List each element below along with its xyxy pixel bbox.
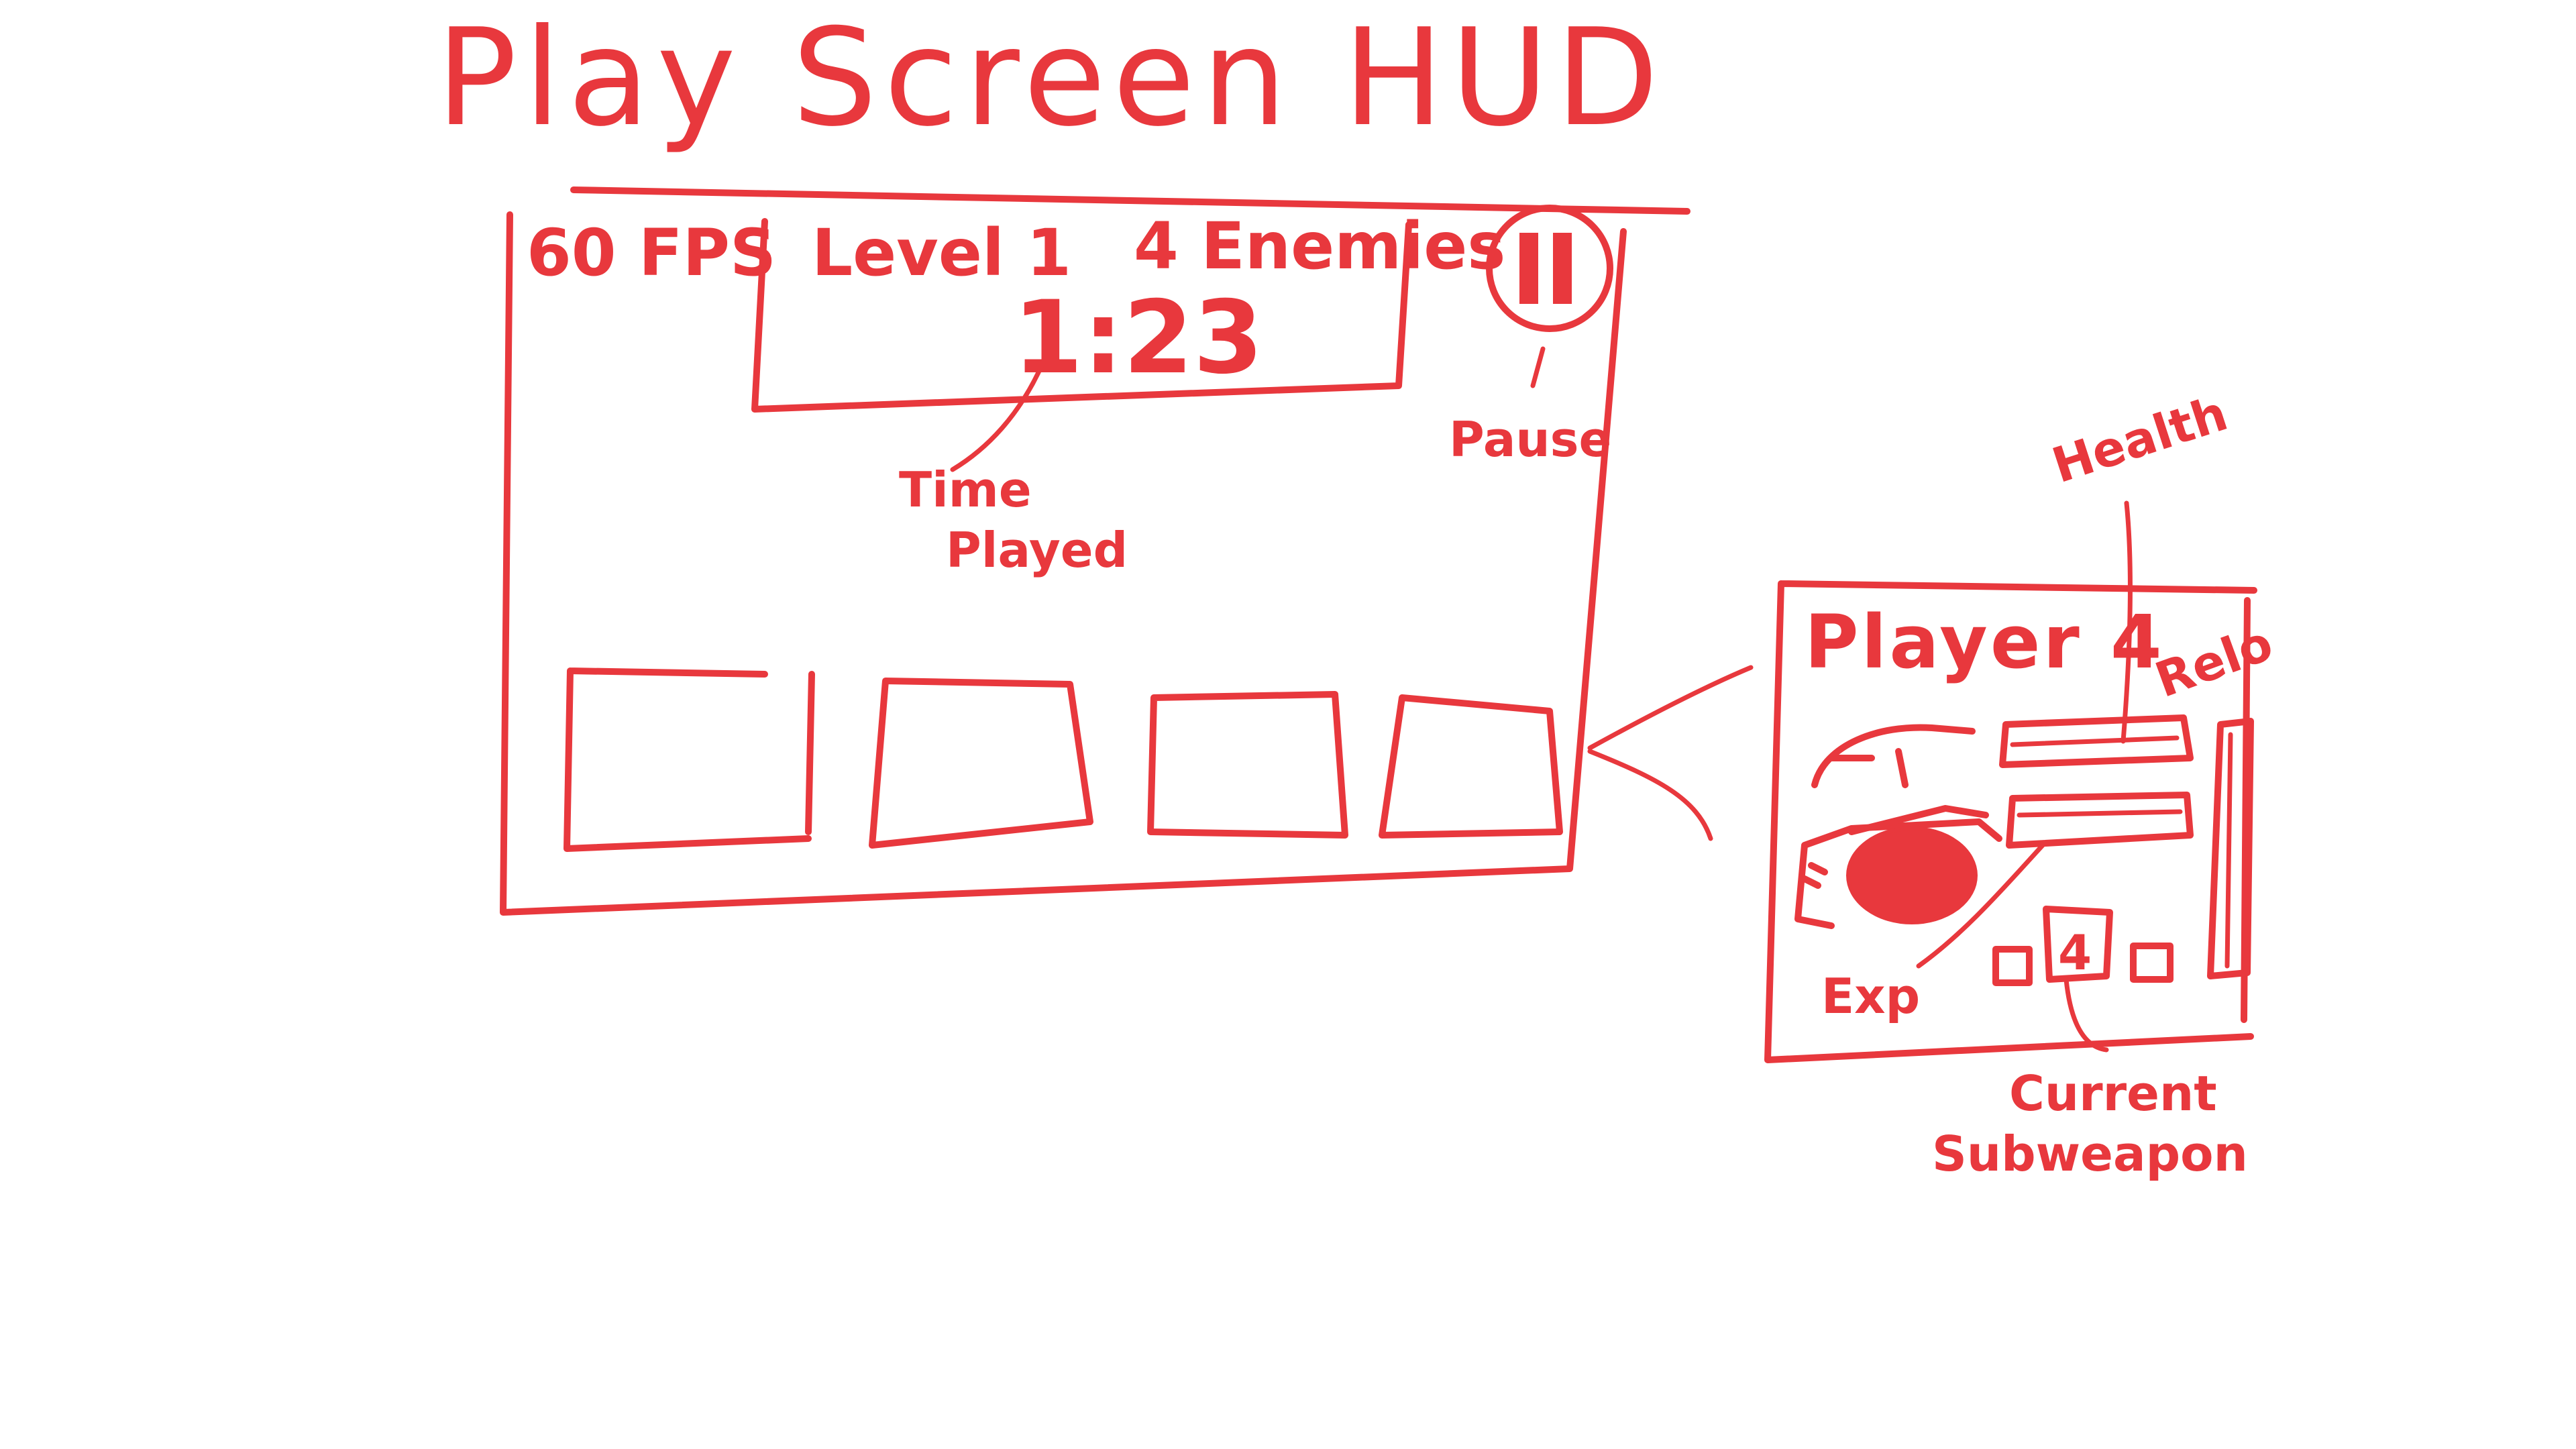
level-label: Level 1 — [812, 215, 1071, 290]
pause-button[interactable] — [1486, 205, 1613, 332]
reload-annotation: Relo — [2148, 614, 2279, 708]
subweapon-annotation-line2: Subweapon — [1932, 1126, 2248, 1182]
zoom-line-bottom — [1587, 749, 1713, 841]
time-pointer — [950, 360, 1046, 472]
health-annotation: Health — [2045, 384, 2234, 494]
time-annotation-line1: Time — [899, 462, 1032, 518]
info-panel — [751, 218, 1412, 413]
player-slot-1 — [564, 667, 815, 852]
health-pointer — [2121, 500, 2133, 744]
play-screen-frame — [500, 186, 1690, 916]
subweapon-slot-left — [1992, 946, 2033, 986]
time-played: 1:23 — [1013, 280, 1263, 396]
subweapon-annotation-line1: Current — [2009, 1065, 2217, 1122]
player-name: Player 4 — [1805, 599, 2165, 685]
enemy-count: 4 Enemies — [1134, 209, 1505, 284]
pause-annotation: Pause — [1449, 411, 1611, 468]
player-portrait — [1794, 724, 2002, 929]
sketch-title: Play Screen HUD — [436, 0, 1666, 156]
reload-bar — [2207, 718, 2254, 979]
subweapon-pointer — [2063, 977, 2109, 1053]
pause-icon — [1519, 233, 1538, 304]
fps-counter: 60 FPS — [527, 215, 776, 290]
player-slot-2 — [869, 678, 1093, 849]
exp-annotation: Exp — [1821, 968, 1920, 1024]
subweapon-count: 4 — [2058, 924, 2092, 981]
exp-pointer — [1916, 843, 2045, 969]
pause-pointer — [1530, 346, 1546, 388]
subweapon-slot-current — [2043, 906, 2113, 983]
zoom-line-top — [1587, 665, 1754, 751]
exp-bar — [2006, 792, 2194, 849]
player-slot-3 — [1147, 691, 1348, 839]
time-annotation-line2: Played — [946, 522, 1128, 578]
subweapon-slot-right — [2130, 943, 2174, 983]
player-slot-4 — [1379, 694, 1563, 839]
